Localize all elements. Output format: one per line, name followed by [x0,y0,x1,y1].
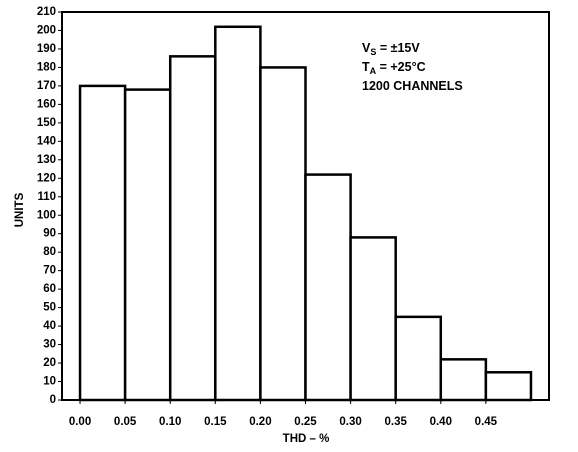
annotation: TA = +25°C [362,60,426,76]
annotation-text: T [362,60,370,74]
bar [78,84,127,402]
bar [394,315,443,402]
y-tick-label: 50 [43,302,56,314]
bar [304,173,352,402]
y-axis-label: UNITS [14,192,26,227]
y-tick-label: 120 [37,172,56,184]
y-tick-label: 10 [43,376,56,388]
annotation-subscript: A [370,66,377,76]
bar [214,25,262,402]
x-tick-label: 0.00 [69,416,91,428]
y-tick-label: 70 [43,265,56,277]
annotation-text: = ±15V [376,41,420,55]
y-tick-label: 150 [37,117,56,129]
y-tick-label: 80 [43,246,56,258]
x-tick-label: 0.45 [475,416,498,428]
x-tick-label: 0.05 [114,416,137,428]
x-tick-label: 0.30 [339,416,361,428]
y-tick-label: 30 [43,339,56,351]
annotation-text: 1200 CHANNELS [362,79,463,93]
x-tick-label: 0.25 [294,416,317,428]
bar [439,358,488,402]
y-tick-label: 160 [37,98,56,110]
bar [168,55,217,402]
y-tick-label: 140 [37,135,56,147]
y-tick-label: 170 [37,80,56,92]
y-tick-label: 60 [43,283,56,295]
y-tick-label: 0 [50,394,56,406]
y-tick-label: 180 [37,61,56,73]
annotation-text: V [362,41,371,55]
y-tick-label: 40 [43,320,56,332]
y-tick-label: 20 [43,357,56,369]
x-axis-label: THD – % [283,433,330,445]
y-tick-label: 190 [37,43,56,55]
y-tick-label: 210 [37,6,56,18]
annotation: 1200 CHANNELS [362,79,463,93]
bar [484,371,533,402]
y-tick-label: 130 [37,154,56,166]
bar [123,88,172,402]
y-tick-label: 110 [37,191,56,203]
x-tick-label: 0.10 [159,416,181,428]
annotation-subscript: S [370,47,376,57]
bar [259,66,307,402]
annotation: VS = ±15V [362,41,420,57]
plot-frame [61,11,550,401]
x-tick-label: 0.15 [204,416,227,428]
y-tick-label: 200 [37,25,56,37]
x-tick-label: 0.20 [249,416,271,428]
y-tick-label: 100 [37,209,56,221]
bar [349,236,397,402]
y-tick-label: 90 [43,228,56,240]
annotation-text: = +25°C [376,60,425,74]
x-tick-label: 0.35 [384,416,407,428]
x-tick-label: 0.40 [430,416,452,428]
